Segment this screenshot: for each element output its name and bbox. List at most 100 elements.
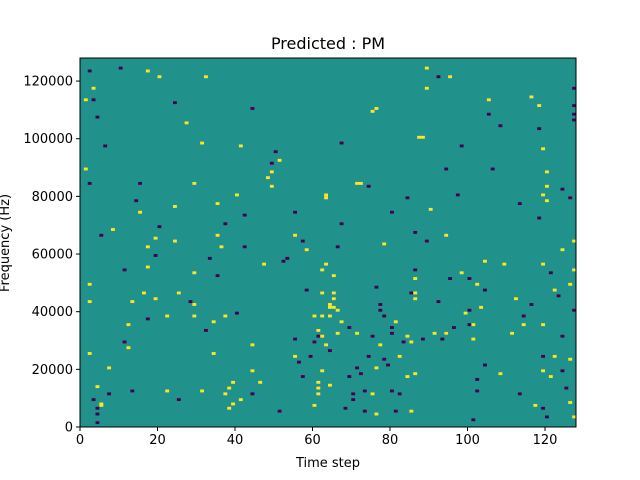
- heatmap-cell-low: [541, 406, 546, 410]
- heatmap-cell-high: [529, 95, 534, 99]
- heatmap-cell-low: [293, 337, 298, 341]
- heatmap-cell-high: [316, 392, 321, 396]
- heatmap-cell-high: [533, 403, 538, 407]
- heatmap-cell-low: [145, 317, 150, 321]
- heatmap-cell-high: [541, 369, 546, 373]
- heatmap-cell-high: [328, 314, 332, 318]
- heatmap-cell-high: [335, 308, 340, 312]
- heatmap-cell-low: [444, 167, 449, 171]
- y-tick-label: 80000: [32, 190, 73, 205]
- heatmap-cell-low: [339, 222, 344, 226]
- heatmap-cell-low: [545, 415, 549, 419]
- heatmap-cell-low: [548, 271, 553, 275]
- heatmap-cell-high: [204, 75, 208, 79]
- heatmap-cell-high: [552, 288, 557, 292]
- heatmap-cell-high: [378, 343, 383, 347]
- heatmap-cell-low: [390, 210, 394, 214]
- heatmap-cell-low: [572, 308, 577, 312]
- heatmap-cell-high: [316, 380, 321, 384]
- heatmap-cell-low: [355, 366, 360, 370]
- heatmap-cell-high: [184, 121, 189, 125]
- heatmap-cell-low: [138, 181, 143, 185]
- heatmap-cell-high: [370, 109, 375, 113]
- heatmap-cell-low: [351, 392, 356, 396]
- heatmap-cell-high: [165, 314, 170, 318]
- heatmap-cell-high: [95, 385, 100, 389]
- heatmap-cell-high: [541, 193, 546, 197]
- heatmap-cell-low: [386, 363, 391, 367]
- heatmap-cell-low: [347, 326, 352, 329]
- heatmap-cell-high: [227, 386, 232, 390]
- heatmap-cell-low: [91, 98, 96, 102]
- heatmap-cell-high: [374, 412, 379, 416]
- heatmap-cell-low: [359, 372, 363, 376]
- heatmap-cell-high: [316, 328, 321, 332]
- heatmap-cell-high: [192, 303, 197, 306]
- heatmap-cell-low: [560, 187, 565, 191]
- heatmap-cell-high: [355, 331, 360, 335]
- chart-title: Predicted : PM: [271, 34, 385, 53]
- heatmap-cell-low: [572, 104, 577, 108]
- heatmap-cell-high: [126, 346, 131, 350]
- heatmap-cell-low: [269, 161, 274, 165]
- heatmap-cell-high: [475, 282, 480, 286]
- heatmap-cell-high: [277, 158, 282, 162]
- heatmap-cell-low: [95, 406, 100, 410]
- heatmap-cell-low: [483, 288, 487, 292]
- heatmap-cell-low: [436, 75, 441, 79]
- heatmap-cell-high: [324, 196, 329, 200]
- heatmap-cell-high: [83, 167, 88, 171]
- heatmap-cell-high: [328, 303, 332, 306]
- heatmap-cell-high: [142, 291, 146, 295]
- heatmap-cell-high: [312, 403, 317, 407]
- heatmap-cell-high: [444, 331, 449, 335]
- x-tick-label: 60: [304, 433, 321, 448]
- heatmap-cell-high: [145, 245, 150, 249]
- heatmap-cell-high: [548, 375, 553, 378]
- heatmap-cell-high: [200, 141, 205, 145]
- heatmap-cell-low: [281, 259, 286, 263]
- heatmap-cell-low: [87, 69, 92, 73]
- heatmap-cell-low: [300, 375, 305, 378]
- heatmap-cell-high: [145, 69, 150, 73]
- heatmap-cell-low: [103, 144, 108, 148]
- heatmap-cell-low: [95, 421, 100, 425]
- heatmap-cell-low: [401, 340, 406, 344]
- heatmap-cell-low: [235, 311, 239, 315]
- heatmap-cell-low: [343, 406, 348, 410]
- heatmap-cell-low: [448, 277, 453, 280]
- heatmap-cell-high: [126, 323, 131, 327]
- heatmap-cell-high: [324, 262, 329, 266]
- heatmap-cell-high: [238, 398, 243, 402]
- heatmap-cell-low: [467, 323, 472, 327]
- heatmap-cell-high: [374, 366, 379, 370]
- heatmap-cell-low: [572, 112, 577, 116]
- heatmap-cell-high: [572, 415, 577, 419]
- heatmap-cell-high: [409, 409, 414, 413]
- heatmap-cell-low: [537, 127, 542, 131]
- heatmap-cell-high: [572, 268, 577, 272]
- heatmap-cell-high: [424, 66, 429, 70]
- y-tick-label: 0: [65, 421, 73, 436]
- heatmap-cell-low: [467, 277, 472, 280]
- heatmap-cell-high: [382, 242, 387, 246]
- heatmap-cell-high: [320, 268, 325, 272]
- heatmap-cell-high: [83, 98, 88, 102]
- heatmap-cell-low: [440, 337, 445, 341]
- heatmap-cell-low: [537, 216, 542, 220]
- heatmap-cell-low: [421, 337, 425, 341]
- heatmap-cell-low: [122, 340, 127, 344]
- heatmap-cell-high: [405, 375, 410, 378]
- heatmap-cell-low: [122, 268, 127, 272]
- heatmap-cell-high: [331, 297, 336, 301]
- heatmap-cell-high: [428, 207, 433, 211]
- heatmap-cell-high: [541, 323, 546, 327]
- heatmap-cell-high: [463, 311, 468, 315]
- heatmap-cell-low: [130, 389, 135, 393]
- heatmap-cell-low: [382, 314, 387, 318]
- heatmap-cell-high: [374, 107, 379, 110]
- heatmap-cell-low: [459, 144, 464, 148]
- heatmap-cell-high: [215, 202, 220, 206]
- heatmap-cell-high: [545, 199, 549, 203]
